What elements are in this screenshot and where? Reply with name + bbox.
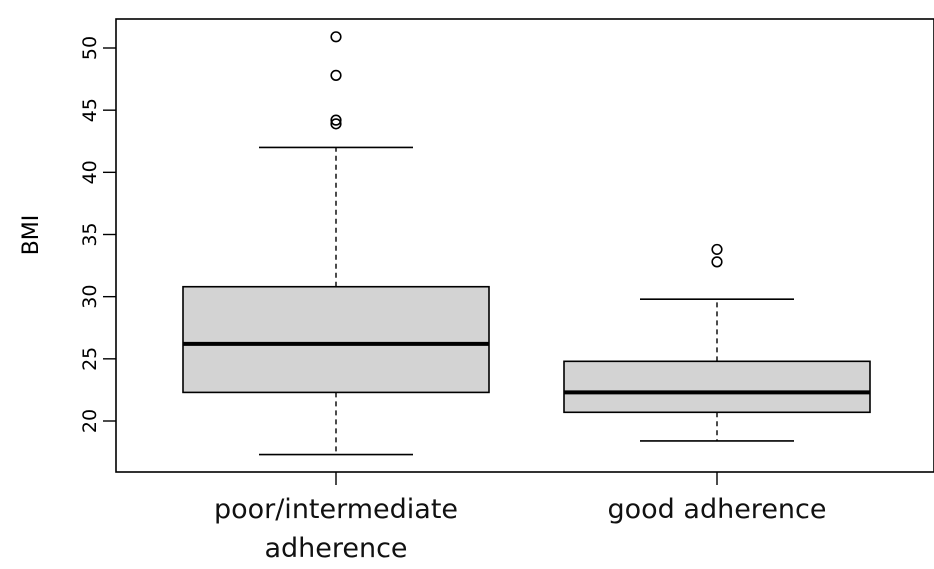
x-tick-label: good adherence — [608, 494, 827, 525]
y-tick-label: 20 — [79, 409, 101, 433]
y-axis-label: BMI — [19, 215, 44, 256]
box-series — [182, 31, 871, 456]
iqr-box — [182, 285, 490, 394]
iqr-box — [563, 360, 871, 414]
box-group — [182, 31, 490, 456]
outlier-point — [711, 256, 723, 268]
y-tick-label: 30 — [79, 285, 101, 309]
y-tick-label: 40 — [79, 160, 101, 184]
x-axis: poor/intermediate adherence good adherence — [214, 472, 827, 564]
y-tick-label: 35 — [79, 222, 101, 246]
x-tick-label: adherence — [264, 533, 407, 564]
y-tick-label: 50 — [79, 36, 101, 60]
y-tick-label: 45 — [79, 98, 101, 122]
outlier-point — [330, 114, 342, 126]
outlier-point — [330, 118, 342, 130]
y-axis: 20 25 30 35 40 45 50 — [79, 36, 116, 433]
outlier-point — [330, 31, 342, 43]
x-tick-label: poor/intermediate — [214, 494, 458, 525]
outlier-point — [330, 69, 342, 81]
outlier-point — [711, 243, 723, 256]
box-group — [563, 243, 871, 442]
plot-frame — [115, 18, 934, 473]
y-tick-label: 25 — [79, 347, 101, 371]
